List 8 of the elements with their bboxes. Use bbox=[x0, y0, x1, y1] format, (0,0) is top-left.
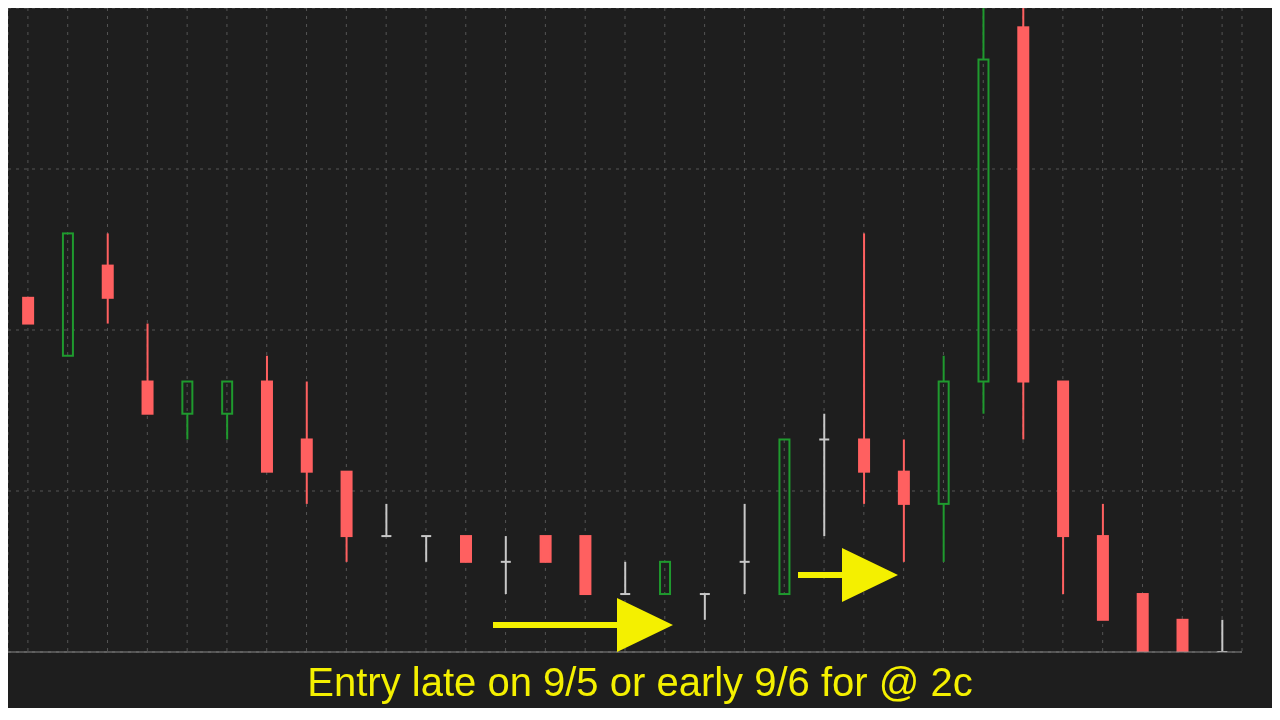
candlestick bbox=[300, 380, 313, 505]
candlestick bbox=[897, 438, 910, 563]
candlestick bbox=[499, 535, 512, 596]
candlestick bbox=[937, 354, 950, 563]
text: Entry late on 9/5 or early 9/6 for @ 2c bbox=[306, 660, 974, 704]
candlestick bbox=[101, 232, 114, 325]
candlestick bbox=[818, 412, 831, 538]
candlestick bbox=[738, 502, 751, 596]
